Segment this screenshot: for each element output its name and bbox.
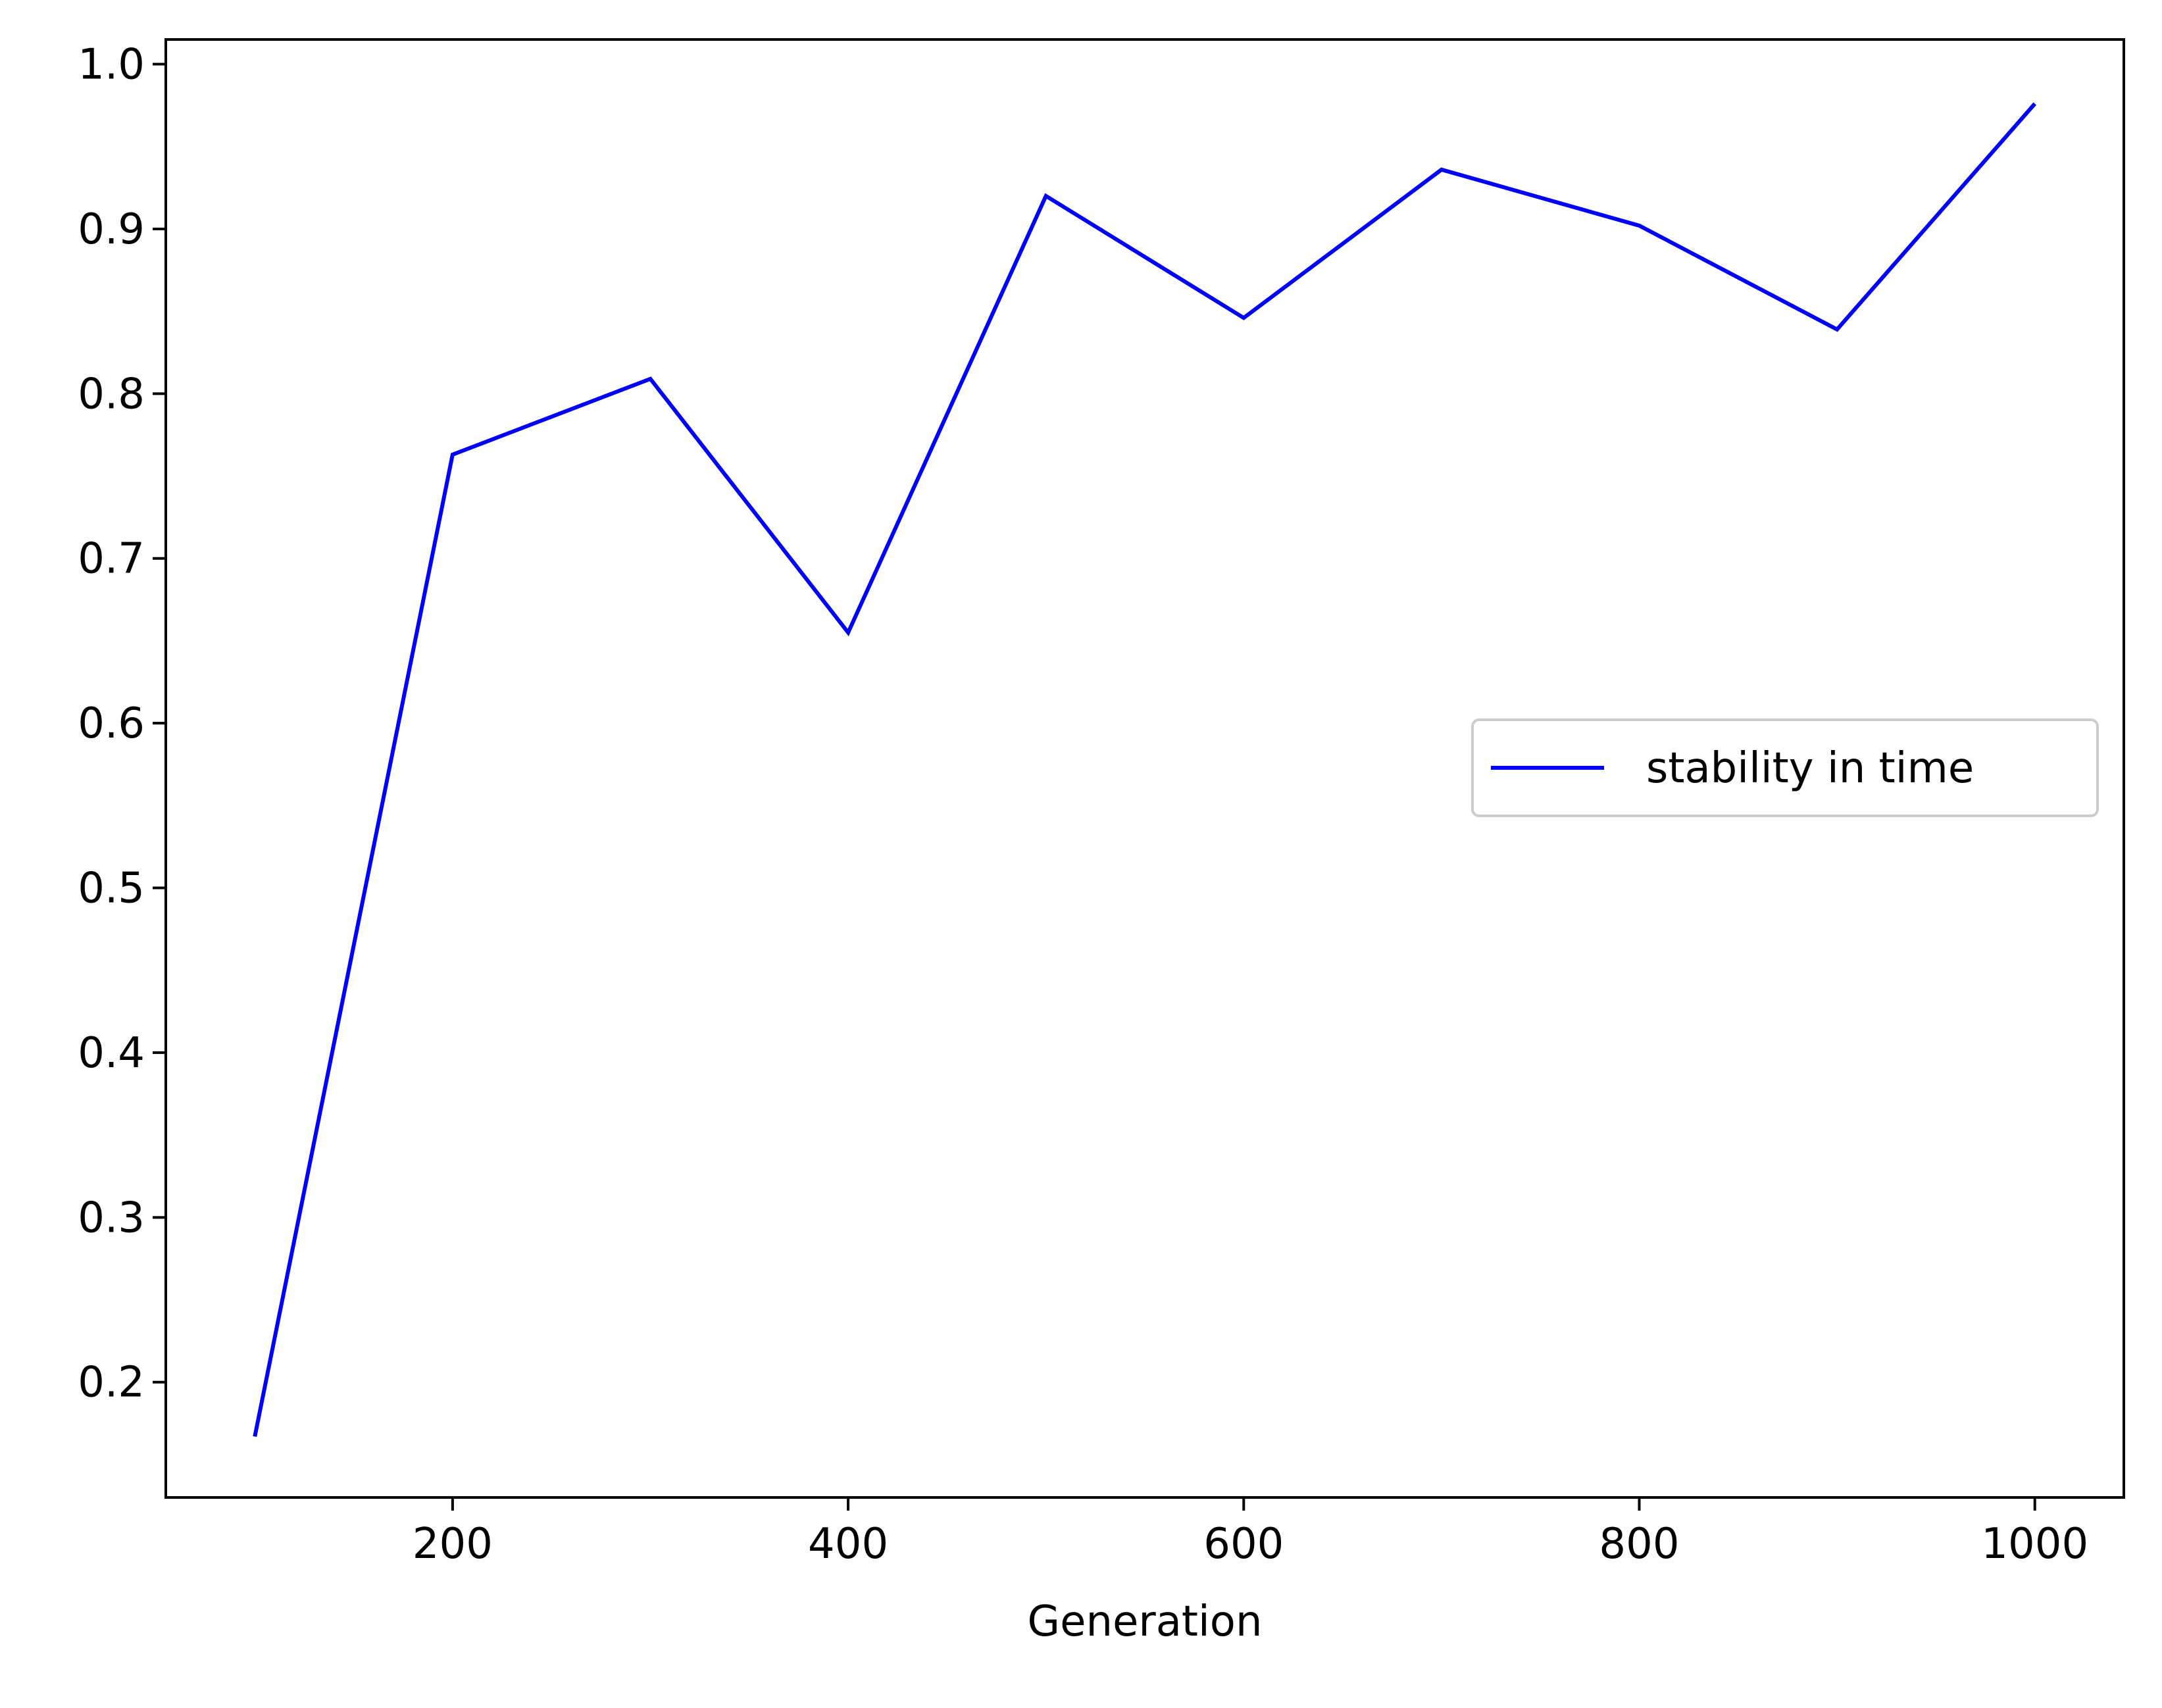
y-tick-label: 0.7	[78, 535, 145, 584]
y-tick-label: 0.6	[78, 699, 145, 748]
y-tick-label: 1.0	[78, 41, 145, 89]
legend-label: stability in time	[1646, 744, 1974, 793]
x-axis-label: Generation	[1027, 1597, 1262, 1646]
y-tick-label: 0.5	[78, 865, 145, 913]
y-tick-label: 0.2	[78, 1359, 145, 1407]
y-tick-label: 0.8	[78, 370, 145, 418]
x-tick-label: 800	[1599, 1520, 1679, 1569]
x-tick-label: 600	[1203, 1520, 1284, 1569]
x-tick-label: 200	[413, 1520, 493, 1569]
x-tick-label: 400	[808, 1520, 888, 1569]
y-tick-label: 0.4	[78, 1029, 145, 1078]
y-tick-label: 0.9	[78, 205, 145, 254]
legend: stability in time	[1472, 720, 2098, 816]
y-tick-label: 0.3	[78, 1193, 145, 1242]
x-tick-label: 1000	[1981, 1520, 2088, 1569]
